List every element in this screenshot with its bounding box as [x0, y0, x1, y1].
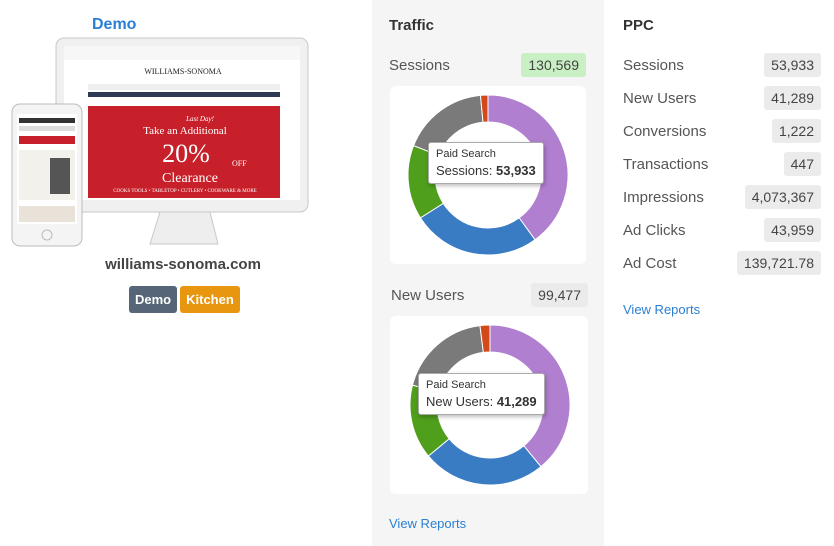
- ppc-value: 53,933: [764, 53, 821, 77]
- ppc-value: 447: [783, 152, 821, 176]
- banner-kicker: Last Day!: [185, 115, 214, 123]
- banner-headline: Take an Additional: [143, 125, 227, 137]
- banner-footer: COOKS TOOLS • TABLETOP • CUTLERY • COOKW…: [113, 189, 256, 194]
- donut: [407, 94, 569, 256]
- domain: williams-sonoma.com: [105, 256, 261, 273]
- donut-segment[interactable]: [479, 324, 491, 353]
- donut-card: [390, 86, 586, 264]
- ppc-label: Impressions: [623, 189, 704, 206]
- tooltip: Paid Search Sessions: 53,933: [428, 142, 544, 184]
- metric-label: Sessions: [389, 57, 450, 74]
- tooltip-title: Paid Search: [426, 379, 486, 391]
- stand: [149, 211, 219, 245]
- donut-segment[interactable]: [489, 324, 571, 468]
- tooltip-title: Paid Search: [436, 148, 496, 160]
- brand: WILLIAMS-SONOMA: [144, 67, 222, 76]
- top-bar: [64, 46, 300, 60]
- phone-tiles: [19, 206, 75, 222]
- ppc-value: 1,222: [771, 119, 821, 143]
- ppc-label: Ad Cost: [623, 255, 677, 272]
- donut-segment[interactable]: [419, 202, 536, 256]
- ppc-value: 41,289: [764, 86, 821, 110]
- tooltip-label: New Users:: [426, 394, 494, 409]
- nav: [88, 84, 280, 90]
- banner-word: Clearance: [162, 171, 218, 186]
- tooltip-line: Sessions: 53,933: [436, 163, 536, 178]
- metric-label: New Users: [391, 287, 465, 304]
- ppc-title: PPC: [623, 17, 654, 34]
- banner-off: OFF: [232, 159, 247, 168]
- ppc-value: 43,959: [764, 218, 821, 242]
- ppc-label: Conversions: [623, 123, 707, 140]
- phone-header: [19, 118, 75, 123]
- metric-value: 99,477: [531, 283, 588, 307]
- tag[interactable]: Demo: [129, 286, 178, 313]
- ppc-value: 139,721.78: [736, 251, 821, 275]
- ppc-label: Transactions: [623, 156, 709, 173]
- ppc-value: 4,073,367: [744, 185, 821, 209]
- tags: Demo Kitchen: [129, 286, 243, 313]
- banner: [88, 106, 280, 198]
- ppc-label: Ad Clicks: [623, 222, 686, 239]
- ppc-link[interactable]: View Reports: [623, 302, 701, 317]
- tooltip-label: Sessions:: [436, 163, 493, 178]
- tag[interactable]: Kitchen: [180, 286, 240, 313]
- phone-search: [19, 126, 75, 131]
- donut-segment[interactable]: [487, 94, 569, 241]
- tooltip: Paid Search New Users: 41,289: [418, 373, 545, 415]
- device-mockup: WILLIAMS-SONOMA Last Day! Take an Additi…: [11, 37, 309, 247]
- demo-title[interactable]: Demo: [92, 16, 137, 33]
- ppc-label: Sessions: [623, 57, 684, 74]
- ppc-label: New Users: [623, 90, 697, 107]
- banner-percent: 20%: [162, 139, 210, 168]
- traffic-title: Traffic: [389, 17, 435, 34]
- phone-product: [50, 158, 70, 194]
- tooltip-value: 41,289: [496, 394, 537, 409]
- nav-dark: [88, 92, 280, 97]
- tooltip-value: 53,933: [496, 163, 536, 178]
- donut-segment[interactable]: [427, 438, 542, 486]
- tooltip-line: New Users: 41,289: [426, 394, 537, 409]
- metric-value: 130,569: [521, 53, 586, 77]
- phone-promo: [19, 136, 75, 144]
- phone-button: [41, 229, 53, 241]
- donut-segment[interactable]: [479, 94, 489, 123]
- traffic-link[interactable]: View Reports: [389, 516, 467, 531]
